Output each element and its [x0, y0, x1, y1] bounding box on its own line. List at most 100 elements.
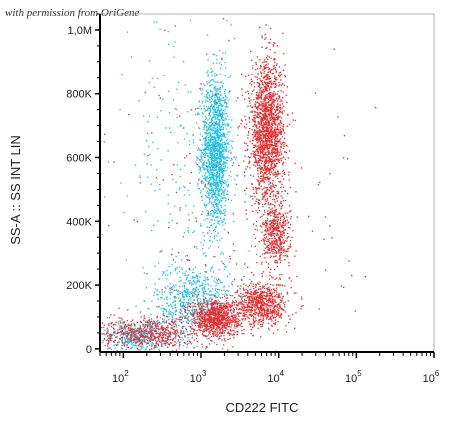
data-point	[275, 239, 278, 241]
data-point	[256, 82, 259, 84]
data-point	[209, 151, 212, 153]
data-point	[265, 169, 267, 171]
data-point	[269, 77, 271, 79]
data-point	[261, 167, 263, 169]
data-point	[270, 136, 273, 138]
data-point	[269, 196, 272, 198]
data-point	[232, 140, 234, 143]
data-point	[266, 61, 268, 63]
data-point	[214, 189, 216, 192]
data-point	[208, 132, 210, 134]
data-point	[266, 245, 268, 247]
data-point	[248, 100, 251, 102]
data-point	[271, 151, 273, 153]
data-point	[262, 156, 264, 158]
data-point	[259, 216, 262, 218]
data-point	[221, 135, 223, 137]
data-point	[259, 177, 261, 179]
data-point	[267, 58, 269, 60]
data-point	[216, 171, 219, 173]
data-point	[215, 168, 218, 170]
data-point	[210, 189, 212, 191]
data-point	[263, 98, 265, 100]
data-point	[272, 134, 274, 136]
data-point	[180, 279, 182, 281]
data-point	[131, 335, 133, 337]
data-point	[208, 162, 210, 164]
data-point	[225, 169, 227, 172]
data-point	[206, 171, 208, 173]
data-point	[259, 26, 261, 29]
data-point	[265, 172, 267, 174]
data-point	[153, 294, 155, 296]
data-point	[277, 93, 279, 95]
data-point	[251, 133, 253, 136]
data-point	[268, 249, 270, 251]
data-point	[283, 200, 285, 202]
data-point	[262, 222, 264, 224]
data-point	[208, 303, 211, 305]
data-point	[267, 120, 269, 122]
data-point	[254, 103, 256, 105]
data-point	[166, 297, 168, 299]
data-point	[217, 186, 219, 188]
data-point	[205, 110, 207, 112]
data-point	[280, 159, 282, 162]
data-point	[204, 156, 206, 159]
data-point	[279, 124, 281, 126]
data-point	[259, 97, 261, 99]
data-point	[203, 122, 205, 124]
data-point	[257, 137, 259, 139]
data-point	[200, 87, 202, 90]
data-point	[131, 342, 133, 344]
data-point	[272, 157, 274, 159]
data-point	[222, 82, 225, 85]
data-point	[256, 229, 258, 231]
data-point	[209, 133, 211, 135]
data-point	[269, 242, 271, 244]
data-point	[199, 300, 202, 303]
data-point	[261, 152, 264, 154]
data-point	[135, 328, 138, 331]
data-point	[120, 347, 123, 349]
data-point	[156, 289, 159, 291]
data-point	[278, 249, 281, 251]
data-point	[213, 333, 215, 335]
data-point	[147, 346, 149, 348]
data-point	[124, 330, 126, 332]
data-point	[277, 105, 279, 108]
data-point	[223, 194, 225, 197]
data-point	[264, 167, 266, 170]
data-point	[276, 153, 278, 155]
data-point	[188, 298, 190, 300]
data-point	[274, 136, 277, 138]
data-point	[259, 135, 261, 138]
data-point	[277, 90, 279, 93]
data-point	[198, 279, 200, 281]
data-point	[266, 148, 268, 150]
data-point	[254, 150, 256, 153]
data-point	[219, 102, 222, 104]
data-point	[210, 146, 212, 149]
data-point	[213, 136, 216, 138]
data-point	[261, 82, 264, 84]
data-point	[253, 135, 255, 138]
data-point	[211, 193, 214, 195]
data-point	[264, 237, 267, 239]
data-point	[216, 116, 219, 118]
data-point	[207, 124, 209, 126]
data-point	[276, 222, 278, 225]
data-point	[248, 121, 250, 123]
data-point	[277, 125, 279, 128]
data-point	[241, 88, 243, 90]
data-point	[213, 310, 215, 312]
data-point	[259, 165, 261, 167]
data-point	[261, 203, 264, 206]
data-point	[269, 153, 271, 155]
data-point	[197, 112, 199, 114]
data-point	[177, 332, 179, 334]
data-point	[271, 163, 273, 165]
data-point	[129, 341, 131, 343]
data-point	[153, 329, 155, 331]
data-point	[199, 139, 201, 141]
